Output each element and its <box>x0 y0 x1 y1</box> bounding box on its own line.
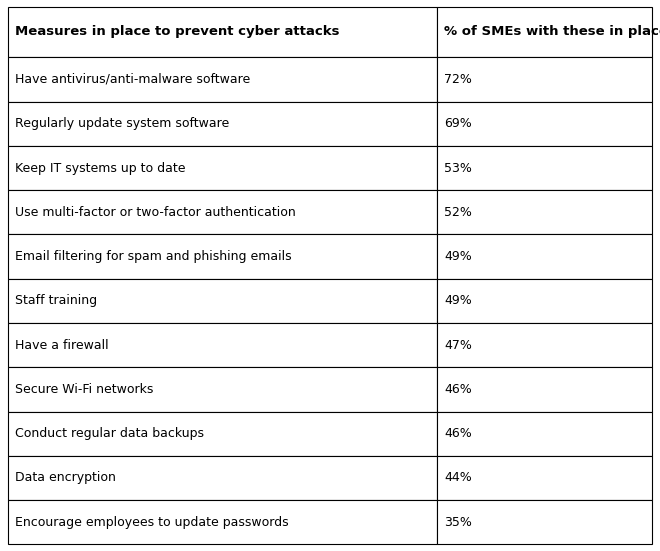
Bar <box>8 7 438 57</box>
Text: 46%: 46% <box>444 383 472 396</box>
Bar <box>8 412 438 456</box>
Text: Staff training: Staff training <box>15 294 96 307</box>
Bar <box>438 190 652 234</box>
Text: 53%: 53% <box>444 161 472 175</box>
Bar <box>438 456 652 500</box>
Text: Use multi-factor or two-factor authentication: Use multi-factor or two-factor authentic… <box>15 206 295 219</box>
Bar <box>8 279 438 323</box>
Text: Have antivirus/anti-malware software: Have antivirus/anti-malware software <box>15 73 249 86</box>
Bar <box>8 456 438 500</box>
Bar <box>438 279 652 323</box>
Text: Secure Wi-Fi networks: Secure Wi-Fi networks <box>15 383 153 396</box>
Text: Keep IT systems up to date: Keep IT systems up to date <box>15 161 185 175</box>
Bar <box>8 234 438 279</box>
Bar <box>438 7 652 57</box>
Text: Have a firewall: Have a firewall <box>15 339 108 352</box>
Bar <box>438 234 652 279</box>
Text: 69%: 69% <box>444 117 472 130</box>
Bar <box>438 368 652 412</box>
Text: 46%: 46% <box>444 427 472 440</box>
Text: 47%: 47% <box>444 339 472 352</box>
Bar <box>8 323 438 368</box>
Bar <box>8 500 438 544</box>
Bar <box>8 368 438 412</box>
Bar <box>438 500 652 544</box>
Bar <box>438 57 652 101</box>
Text: Conduct regular data backups: Conduct regular data backups <box>15 427 203 440</box>
Bar <box>438 412 652 456</box>
Text: Data encryption: Data encryption <box>15 472 116 484</box>
Text: 35%: 35% <box>444 516 472 529</box>
Text: 52%: 52% <box>444 206 472 219</box>
Bar <box>438 323 652 368</box>
Text: 49%: 49% <box>444 250 472 263</box>
Bar <box>8 57 438 101</box>
Text: Measures in place to prevent cyber attacks: Measures in place to prevent cyber attac… <box>15 25 339 39</box>
Text: Regularly update system software: Regularly update system software <box>15 117 229 130</box>
Text: 72%: 72% <box>444 73 472 86</box>
Bar <box>438 146 652 190</box>
Text: Email filtering for spam and phishing emails: Email filtering for spam and phishing em… <box>15 250 291 263</box>
Text: 49%: 49% <box>444 294 472 307</box>
Bar <box>8 146 438 190</box>
Text: % of SMEs with these in place: % of SMEs with these in place <box>444 25 660 39</box>
Bar <box>8 190 438 234</box>
Bar <box>8 101 438 146</box>
Text: 44%: 44% <box>444 472 472 484</box>
Bar <box>438 101 652 146</box>
Text: Encourage employees to update passwords: Encourage employees to update passwords <box>15 516 288 529</box>
